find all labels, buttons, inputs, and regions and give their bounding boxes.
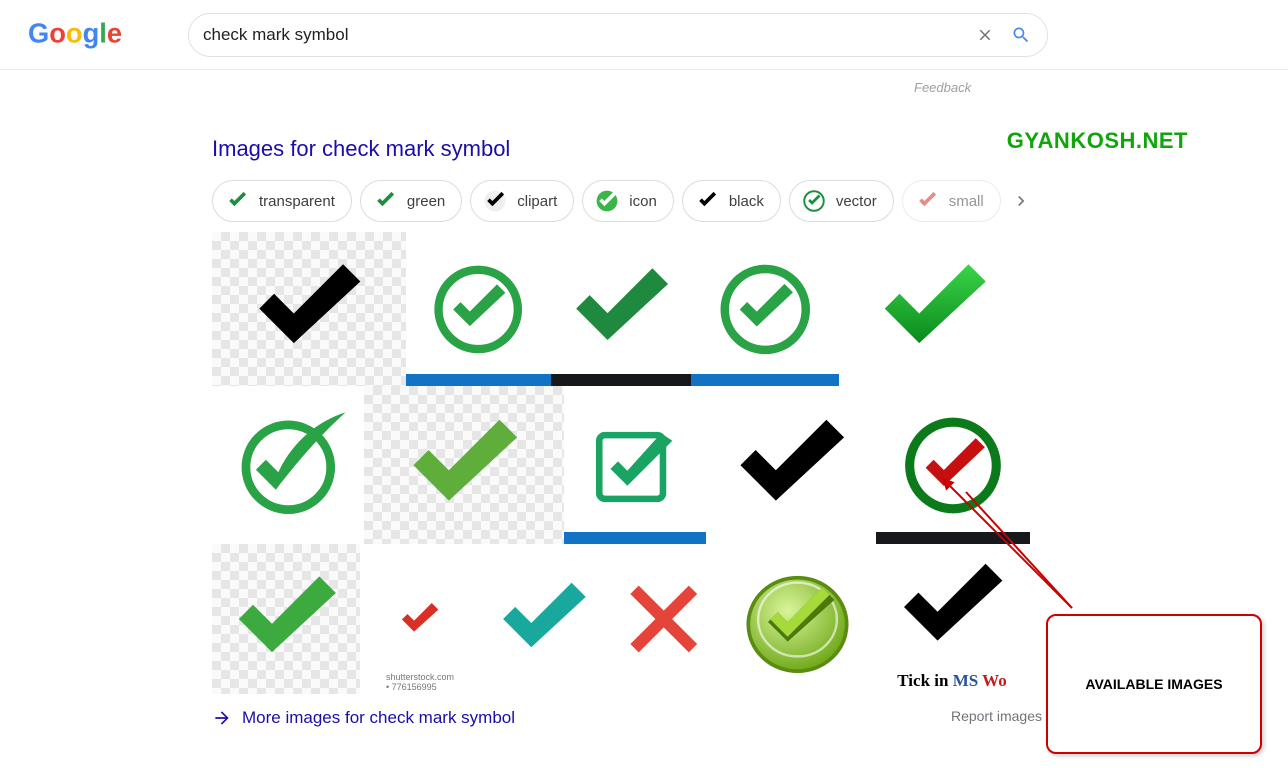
watermark: GYANKOSH.NET — [1007, 128, 1188, 154]
thumb-source-bar — [691, 374, 839, 386]
thumb-attribution: shutterstock.com • 776156995 — [386, 672, 454, 692]
image-thumb[interactable] — [212, 544, 360, 694]
image-thumb[interactable] — [876, 386, 1030, 544]
image-thumb[interactable] — [551, 232, 691, 386]
grid-footer: More images for check mark symbol Report… — [212, 708, 1042, 728]
thumb-source-bar — [406, 374, 551, 386]
image-thumb[interactable] — [212, 232, 406, 386]
filter-chip-small[interactable]: small — [902, 180, 1001, 222]
chip-check-icon — [223, 187, 251, 215]
image-thumb[interactable] — [706, 386, 876, 544]
chip-check-icon — [481, 187, 509, 215]
grid-row — [212, 386, 1042, 544]
image-thumb[interactable] — [406, 232, 551, 386]
chips-next-icon[interactable] — [1009, 189, 1033, 213]
svg-text:Google: Google — [28, 17, 122, 48]
filter-chip-icon[interactable]: icon — [582, 180, 674, 222]
image-thumb[interactable] — [564, 386, 706, 544]
chip-label: icon — [629, 193, 657, 210]
chip-check-icon — [693, 187, 721, 215]
chip-label: clipart — [517, 193, 557, 210]
chip-check-icon — [800, 187, 828, 215]
thumb-source-bar — [564, 532, 706, 544]
image-thumb[interactable] — [691, 232, 839, 386]
grid-row — [212, 232, 1042, 386]
callout-box: AVAILABLE IMAGES — [1046, 614, 1262, 754]
grid-row: shutterstock.com • 776156995 Tick in MS … — [212, 544, 1042, 694]
image-thumb[interactable]: Tick in MS Wo — [872, 544, 1032, 694]
search-bar — [188, 13, 1048, 57]
chip-label: transparent — [259, 193, 335, 210]
chip-check-icon — [371, 187, 399, 215]
chip-label: vector — [836, 193, 877, 210]
more-images-link[interactable]: More images for check mark symbol — [212, 708, 515, 728]
image-thumb[interactable] — [212, 386, 364, 544]
thumb-caption: Tick in MS Wo — [897, 671, 1006, 691]
header: Google — [0, 0, 1288, 70]
report-images-link[interactable]: Report images — [951, 708, 1042, 728]
image-thumb[interactable] — [839, 232, 1029, 386]
chip-label: small — [949, 193, 984, 210]
filter-chip-clipart[interactable]: clipart — [470, 180, 574, 222]
filter-chip-transparent[interactable]: transparent — [212, 180, 352, 222]
thumb-source-bar — [876, 532, 1030, 544]
logo[interactable]: Google — [28, 15, 144, 54]
filter-chip-green[interactable]: green — [360, 180, 462, 222]
chip-check-icon — [913, 187, 941, 215]
thumb-source-bar — [551, 374, 691, 386]
search-input[interactable] — [203, 25, 961, 45]
feedback-link[interactable]: Feedback — [914, 80, 971, 95]
filter-chips: transparent green clipart icon black vector sm… — [212, 180, 1288, 222]
chip-label: black — [729, 193, 764, 210]
image-thumb[interactable] — [606, 544, 722, 694]
chip-label: green — [407, 193, 445, 210]
search-icon[interactable] — [1009, 23, 1033, 47]
image-thumb[interactable] — [722, 544, 872, 694]
filter-chip-black[interactable]: black — [682, 180, 781, 222]
image-thumb[interactable]: shutterstock.com • 776156995 — [360, 544, 480, 694]
chip-check-icon — [593, 187, 621, 215]
clear-icon[interactable] — [973, 23, 997, 47]
filter-chip-vector[interactable]: vector — [789, 180, 894, 222]
image-thumb[interactable] — [480, 544, 606, 694]
more-images-label: More images for check mark symbol — [242, 708, 515, 728]
image-grid: shutterstock.com • 776156995 Tick in MS … — [212, 232, 1042, 694]
image-thumb[interactable] — [364, 386, 564, 544]
callout-label: AVAILABLE IMAGES — [1085, 676, 1222, 692]
